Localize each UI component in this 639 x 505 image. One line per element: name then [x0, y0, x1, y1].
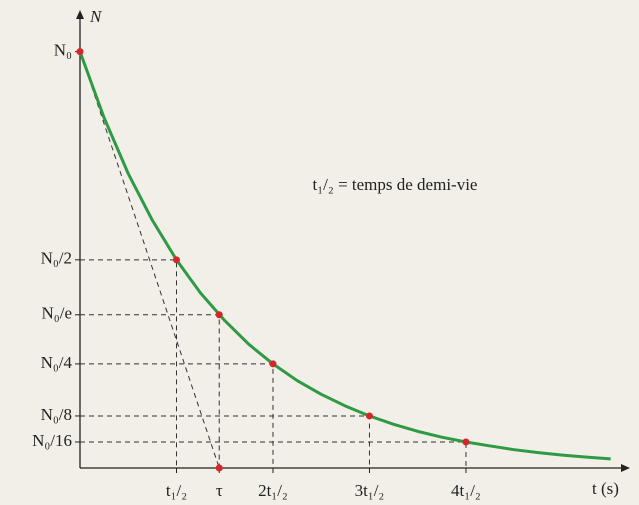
- guide-line: [80, 314, 220, 468]
- x-tick-label: t₁/₂: [166, 481, 187, 500]
- point: [269, 360, 277, 368]
- point: [462, 438, 470, 446]
- point: [76, 48, 84, 56]
- point: [172, 256, 180, 264]
- y-tick-label: N₀/4: [41, 353, 73, 372]
- y-tick-label: N₀/2: [41, 249, 72, 268]
- y-tick-label: N₀/16: [32, 431, 72, 450]
- point: [365, 412, 373, 420]
- x-tick-label: 3t₁/₂: [355, 481, 385, 500]
- x-tick-label: τ: [216, 481, 223, 500]
- decay-curve: [78, 51, 611, 461]
- y-arrow: [76, 10, 84, 19]
- y-tick-label: N₀/8: [41, 405, 72, 424]
- tangent: [79, 51, 220, 469]
- point: [215, 311, 223, 319]
- x-axis-label: t (s): [592, 479, 619, 498]
- annotation: t₁/₂ = temps de demi-vie: [313, 175, 478, 194]
- x-tick-label: 2t₁/₂: [258, 481, 288, 500]
- guide-line: [80, 259, 177, 468]
- tau-point: [215, 464, 223, 472]
- guide-line: [80, 441, 467, 468]
- x-arrow: [621, 464, 630, 472]
- y-axis-label: N: [89, 7, 103, 26]
- x-tick-label: 4t₁/₂: [451, 481, 481, 500]
- y-tick-label: N₀: [54, 41, 72, 60]
- y-tick-label: N₀/e: [42, 304, 72, 323]
